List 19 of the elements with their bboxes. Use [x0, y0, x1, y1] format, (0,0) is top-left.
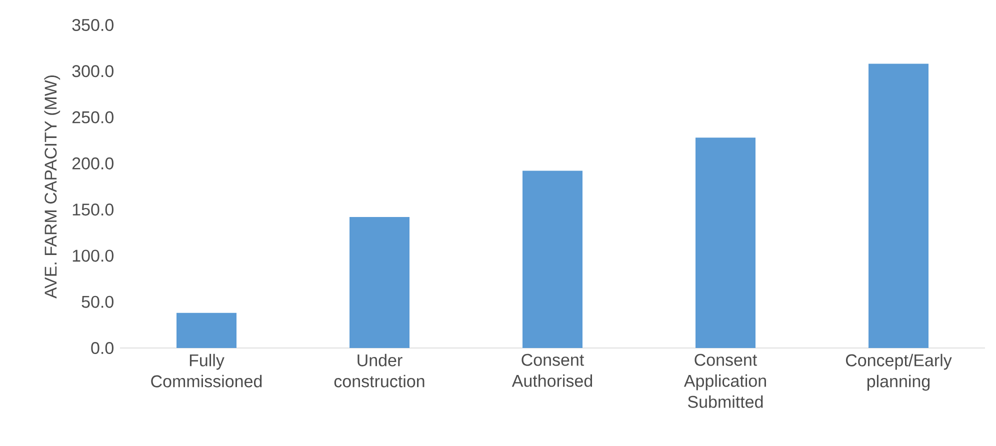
y-tick-label: 300.0 — [72, 65, 114, 78]
bar — [350, 216, 410, 348]
x-tick-label: Concept/Early planning — [846, 354, 952, 391]
y-tick-label: 200.0 — [72, 157, 114, 170]
x-tick-label: Fully Commissioned — [151, 354, 262, 388]
bar — [696, 138, 756, 348]
y-tick-label: 150.0 — [72, 204, 114, 216]
y-tick-label: 0.0 — [91, 342, 114, 354]
bar — [176, 312, 236, 348]
y-axis-title: AVE. FARM CAPACITY (MW) — [44, 75, 60, 299]
x-tick-label: Under construction — [334, 354, 424, 388]
y-tick-label: 250.0 — [72, 111, 114, 124]
x-tick-label: Consent Application Submitted — [684, 354, 766, 408]
bar — [868, 64, 929, 348]
bar — [522, 170, 583, 348]
x-tick-label: Consent Authorised — [512, 354, 592, 387]
y-tick-label: 100.0 — [72, 250, 114, 262]
y-tick-label: 350.0 — [72, 18, 114, 32]
y-tick-label: 50.0 — [82, 296, 114, 308]
